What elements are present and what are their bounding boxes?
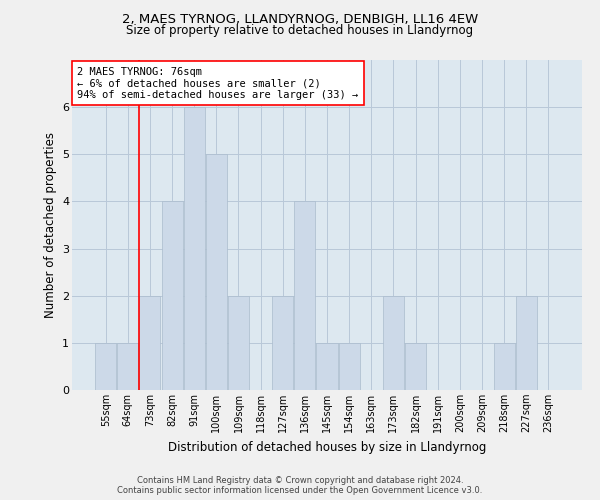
Bar	[118, 343, 139, 390]
Bar	[184, 107, 205, 390]
Bar	[206, 154, 227, 390]
Bar	[272, 296, 293, 390]
Bar	[139, 296, 160, 390]
Bar	[95, 343, 116, 390]
Bar	[161, 202, 182, 390]
Bar	[494, 343, 515, 390]
Text: Contains HM Land Registry data © Crown copyright and database right 2024.
Contai: Contains HM Land Registry data © Crown c…	[118, 476, 482, 495]
Bar	[316, 343, 338, 390]
Text: Size of property relative to detached houses in Llandyrnog: Size of property relative to detached ho…	[127, 24, 473, 37]
Bar	[515, 296, 536, 390]
X-axis label: Distribution of detached houses by size in Llandyrnog: Distribution of detached houses by size …	[168, 440, 486, 454]
Bar	[405, 343, 426, 390]
Bar	[228, 296, 249, 390]
Bar	[295, 202, 316, 390]
Text: 2, MAES TYRNOG, LLANDYRNOG, DENBIGH, LL16 4EW: 2, MAES TYRNOG, LLANDYRNOG, DENBIGH, LL1…	[122, 12, 478, 26]
Y-axis label: Number of detached properties: Number of detached properties	[44, 132, 56, 318]
Bar	[383, 296, 404, 390]
Bar	[338, 343, 359, 390]
Text: 2 MAES TYRNOG: 76sqm
← 6% of detached houses are smaller (2)
94% of semi-detache: 2 MAES TYRNOG: 76sqm ← 6% of detached ho…	[77, 66, 358, 100]
